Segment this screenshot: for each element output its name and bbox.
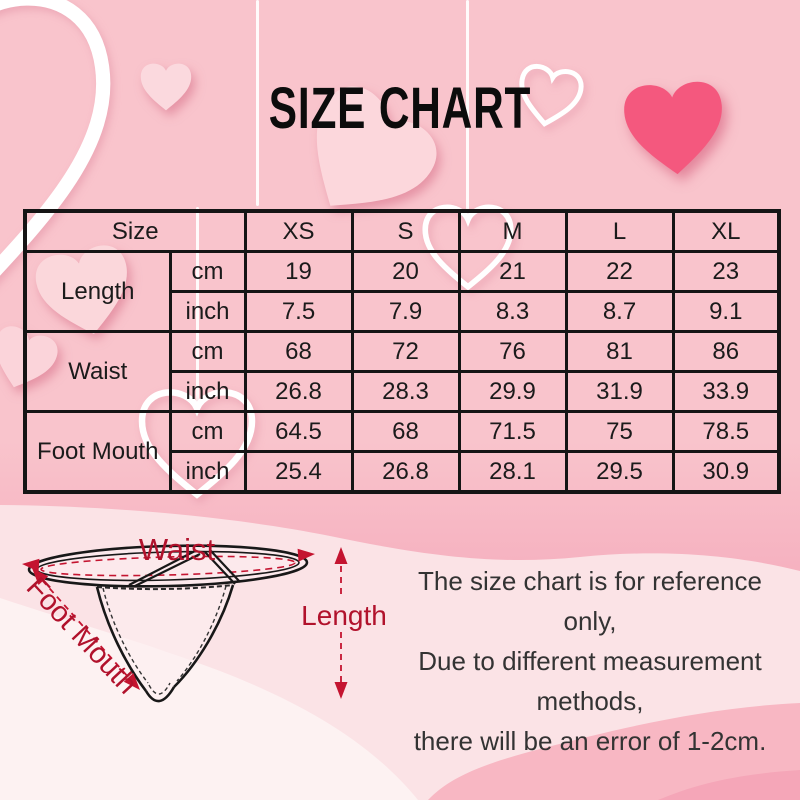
unit-label: inch	[168, 450, 247, 494]
note-line: there will be an error of 1-2cm.	[413, 726, 767, 756]
heart-shape	[140, 63, 192, 111]
table-row-footmouth-inch: inch 25.4 26.8 28.1 29.5 30.9	[25, 450, 781, 494]
unit-label: cm	[168, 250, 247, 293]
hanging-string-left	[256, 0, 259, 206]
foot-mouth-arrowhead-bottom	[123, 673, 140, 690]
unit-label: cm	[168, 410, 247, 453]
table-value: 8.7	[564, 290, 675, 333]
crotch-u	[144, 686, 176, 703]
table-value: 28.3	[350, 370, 461, 413]
left-edge	[95, 586, 148, 692]
table-row-waist-cm: Waist cm 68 72 76 81 86	[23, 330, 781, 413]
table-value: 64.5	[243, 410, 354, 453]
row-label-waist: Waist	[23, 330, 172, 413]
length-label: Length	[301, 600, 387, 631]
table-value: 26.8	[350, 450, 461, 494]
table-value: 31.9	[564, 370, 675, 413]
wave-bottom-pink	[428, 703, 800, 800]
right-inner-seam	[176, 585, 227, 682]
row-label-length: Length	[23, 250, 172, 333]
size-table: Size XS S M L XL Length cm 19 20 21 22 2…	[23, 209, 781, 494]
table-value: 30.9	[671, 450, 781, 494]
size-col-header-l: L	[564, 209, 675, 253]
table-value: 81	[564, 330, 675, 373]
heart-shape	[316, 86, 437, 206]
table-value: 29.5	[564, 450, 675, 494]
table-value: 9.1	[671, 290, 781, 333]
table-value: 72	[350, 330, 461, 373]
size-col-header-s: S	[350, 209, 461, 253]
table-value: 68	[243, 330, 354, 373]
table-row-waist-inch: inch 26.8 28.3 29.9 31.9 33.9	[25, 370, 781, 413]
table-value: 23	[671, 250, 781, 293]
waist-arrowhead-left	[22, 558, 40, 572]
table-value: 25.4	[243, 450, 354, 494]
crotch-inner-seam	[148, 682, 171, 695]
top-seam-dashed	[96, 584, 234, 591]
row-label-foot-mouth: Foot Mouth	[23, 410, 172, 494]
note-line: The size chart is for reference only,	[418, 566, 762, 636]
unit-label: cm	[168, 330, 247, 373]
size-col-header-xs: XS	[243, 209, 354, 253]
table-value: 68	[350, 410, 461, 453]
table-value: 26.8	[243, 370, 354, 413]
table-value: 29.9	[457, 370, 568, 413]
wave-palest	[0, 598, 418, 800]
page-title-text: SIZE CHART	[268, 76, 532, 141]
size-corner-cell: Size	[23, 209, 247, 253]
table-value: 21	[457, 250, 568, 293]
table-value: 22	[564, 250, 675, 293]
table-value: 76	[457, 330, 568, 373]
table-value: 20	[350, 250, 461, 293]
page-title: SIZE CHART	[0, 76, 800, 141]
table-value: 75	[564, 410, 675, 453]
heart-shape	[0, 0, 111, 295]
length-arrowhead-top	[334, 547, 348, 564]
table-header-row: Size XS S M L XL	[23, 209, 781, 253]
table-value: 19	[243, 250, 354, 293]
waist-measure-dashed	[40, 555, 296, 577]
table-value: 33.9	[671, 370, 781, 413]
bright-pink-heart	[624, 81, 722, 175]
foot-mouth-arrowhead-top	[32, 568, 49, 585]
panty-measurement-diagram: Waist Foot Mouth Length	[20, 532, 387, 703]
left-inner-seam	[102, 587, 149, 684]
table-row-length-inch: inch 7.5 7.9 8.3 8.7 9.1	[25, 290, 781, 333]
big-heart-center	[316, 86, 437, 206]
table-value: 78.5	[671, 410, 781, 453]
waist-label: Waist	[139, 532, 216, 567]
table-value: 28.1	[457, 450, 568, 494]
table-value: 7.5	[243, 290, 354, 333]
small-heart-top-left	[140, 63, 192, 111]
unit-label: inch	[168, 370, 247, 413]
unit-label: inch	[168, 290, 247, 333]
disclaimer-note: The size chart is for reference only, Du…	[388, 561, 792, 761]
note-line: Due to different measurement methods,	[418, 646, 762, 716]
table-value: 7.9	[350, 290, 461, 333]
wave-corner-deep	[658, 770, 800, 800]
table-value: 71.5	[457, 410, 568, 453]
heart-shape	[624, 81, 722, 175]
size-col-header-m: M	[457, 209, 568, 253]
table-row-footmouth-cm: Foot Mouth cm 64.5 68 71.5 75 78.5	[23, 410, 781, 494]
back-straps	[128, 549, 241, 587]
foot-mouth-measure-dashed	[34, 571, 138, 688]
waist-arrowhead-right	[297, 548, 315, 562]
table-row-length-cm: Length cm 19 20 21 22 23	[23, 250, 781, 333]
outline-heart-title-right	[519, 63, 584, 127]
hanging-string-mid	[466, 0, 469, 216]
front-piece	[97, 585, 233, 702]
size-col-header-xl: XL	[671, 209, 781, 253]
heart-shape	[519, 63, 584, 127]
table-value: 8.3	[457, 290, 568, 333]
table-value: 86	[671, 330, 781, 373]
length-arrowhead-bottom	[334, 682, 348, 699]
right-edge	[173, 584, 235, 688]
outline-heart-top-left	[0, 0, 111, 295]
